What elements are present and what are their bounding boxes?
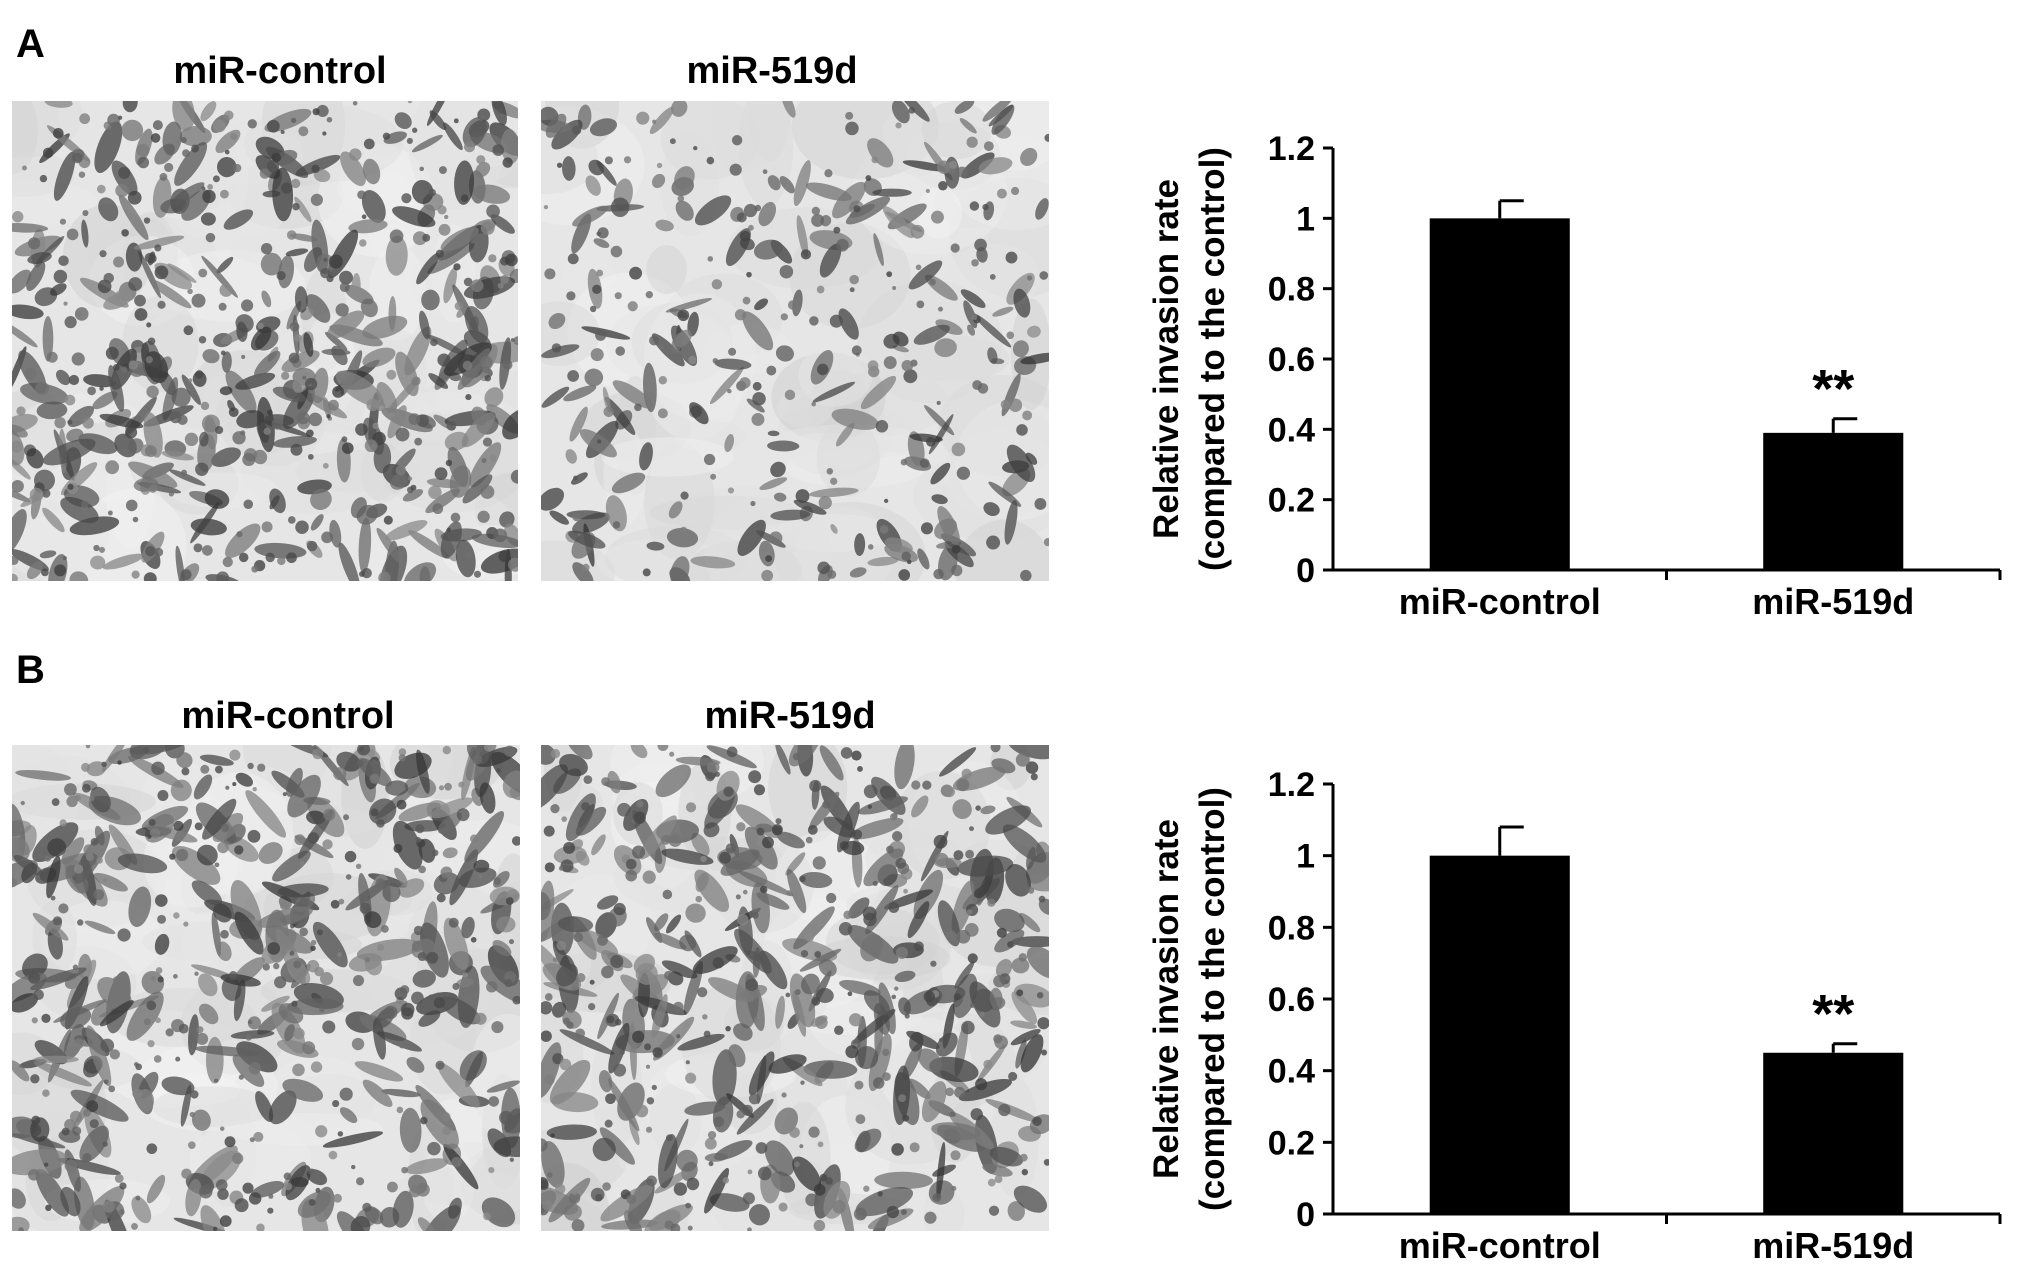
- y-tick-label-a: 1.2: [1268, 130, 1315, 168]
- y-tick-label-b: 0: [1296, 1196, 1315, 1234]
- y-axis-label-a-line2: (compared to the control): [1193, 147, 1232, 571]
- micrograph-a-control: [12, 101, 518, 581]
- y-tick-label-b: 0.6: [1268, 981, 1315, 1019]
- x-tick-label-a: miR-519d: [1752, 581, 1914, 622]
- y-tick-label-a: 0.4: [1268, 411, 1315, 449]
- y-tick-label-a: 0.2: [1268, 482, 1315, 520]
- y-tick-label-a: 1: [1296, 200, 1315, 238]
- bar-b-miR-519d: [1763, 1052, 1904, 1214]
- bar-a-miR-519d: [1763, 432, 1904, 570]
- micrograph-b-519d: [541, 745, 1049, 1231]
- y-axis-label-b-line2: (compared to the control): [1193, 787, 1232, 1211]
- image-title-b-control: miR-control: [181, 695, 395, 737]
- y-tick-label-a: 0.6: [1268, 341, 1315, 379]
- image-title-a-control: miR-control: [173, 50, 387, 92]
- significance-marker-b-1: **: [1812, 984, 1854, 1044]
- y-tick-label-a: 0.8: [1268, 271, 1315, 309]
- panel-letter-a: A: [16, 22, 45, 66]
- y-axis-label-a-line1: Relative invasion rate: [1147, 179, 1186, 539]
- y-tick-label-b: 1.2: [1268, 766, 1315, 804]
- y-tick-label-b: 0.2: [1268, 1124, 1315, 1162]
- bar-a-miR-control: [1429, 218, 1570, 570]
- y-tick-label-b: 0.4: [1268, 1053, 1315, 1091]
- y-tick-label-b: 0.8: [1268, 909, 1315, 947]
- y-tick-label-a: 0: [1296, 552, 1315, 590]
- image-title-b-519d: miR-519d: [704, 695, 876, 737]
- x-tick-label-b: miR-control: [1399, 1225, 1601, 1266]
- y-tick-label-b: 1: [1296, 838, 1315, 876]
- x-tick-label-b: miR-519d: [1752, 1225, 1914, 1266]
- bar-b-miR-control: [1429, 855, 1570, 1214]
- micrograph-b-control: [12, 745, 520, 1231]
- micrograph-a-519d: [541, 101, 1049, 581]
- panel-letter-b: B: [16, 648, 45, 692]
- significance-marker-a-1: **: [1812, 359, 1854, 419]
- chart-svg-b: Relative invasion rate (compared to the c…: [1147, 766, 2002, 1266]
- y-axis-label-b-line1: Relative invasion rate: [1147, 819, 1186, 1179]
- x-tick-label-a: miR-control: [1399, 581, 1601, 622]
- image-title-a-519d: miR-519d: [686, 50, 858, 92]
- chart-svg-a: Relative invasion rate (compared to the c…: [1147, 130, 2002, 622]
- bar-chart-b: Relative invasion rate (compared to the c…: [1147, 740, 2010, 1269]
- bar-chart-a: Relative invasion rate (compared to the c…: [1147, 95, 2010, 635]
